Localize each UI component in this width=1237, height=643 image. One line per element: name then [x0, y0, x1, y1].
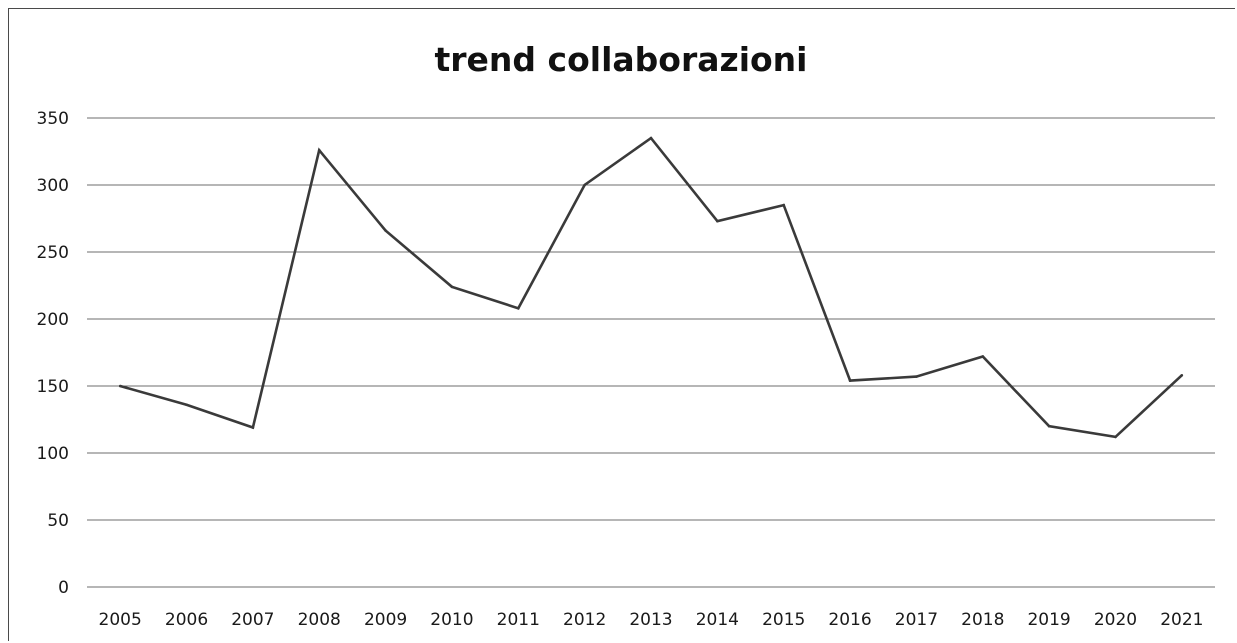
x-tick-label: 2014	[696, 610, 739, 630]
line-chart: trend collaborazioni 0 50 100 150 200 250 300 3…	[37, 40, 1215, 630]
x-tick-label: 2017	[895, 610, 938, 630]
x-tick-label: 2006	[165, 610, 208, 630]
gridlines	[87, 117, 1215, 588]
y-tick-label: 0	[58, 578, 69, 598]
data-point	[450, 285, 454, 289]
data-point	[1047, 424, 1051, 428]
x-tick-label: 2012	[563, 610, 606, 630]
x-tick-label: 2013	[629, 610, 672, 630]
x-tick-label: 2016	[828, 610, 871, 630]
x-tick-label: 2010	[430, 610, 473, 630]
y-tick-label: 300	[37, 176, 69, 196]
x-tick-label: 2015	[762, 610, 805, 630]
x-tick-label: 2007	[231, 610, 274, 630]
data-point	[118, 384, 122, 388]
y-tick-label: 150	[37, 377, 69, 397]
chart-title: trend collaborazioni	[435, 40, 808, 79]
data-point	[848, 379, 852, 382]
x-tick-label: 2019	[1027, 610, 1070, 630]
x-tick-label: 2021	[1160, 610, 1203, 630]
chart-frame: trend collaborazioni 0 50 100 150 200 250 300 3…	[8, 8, 1235, 641]
data-point	[1114, 435, 1117, 439]
y-axis-tick-labels: 0 50 100 150 200 250 300 350	[37, 109, 69, 598]
x-tick-label: 2020	[1094, 610, 1137, 630]
y-tick-label: 250	[37, 243, 69, 263]
data-point	[782, 203, 786, 207]
y-tick-label: 200	[37, 310, 69, 330]
data-point	[649, 136, 653, 140]
data-point	[516, 306, 520, 310]
x-tick-label: 2011	[497, 610, 540, 630]
y-tick-label: 50	[47, 511, 69, 531]
data-point	[185, 403, 188, 407]
data-point	[251, 426, 255, 429]
x-axis-tick-labels: 2005 2006 2007 2008 2009 2010 2011 2012 2013 2014…	[99, 610, 1204, 630]
y-tick-label: 350	[37, 109, 69, 129]
series-layer	[118, 136, 1184, 439]
x-tick-label: 2009	[364, 610, 407, 630]
data-point	[915, 375, 918, 378]
y-tick-label: 100	[37, 444, 69, 464]
data-point	[1180, 373, 1184, 377]
data-point	[981, 355, 985, 358]
data-point	[317, 148, 321, 152]
x-tick-label: 2018	[961, 610, 1004, 630]
x-tick-label: 2005	[99, 610, 142, 630]
series-line	[119, 136, 1183, 439]
x-tick-label: 2008	[298, 610, 341, 630]
data-point	[384, 229, 387, 232]
data-point	[716, 219, 719, 223]
data-point	[583, 183, 586, 187]
